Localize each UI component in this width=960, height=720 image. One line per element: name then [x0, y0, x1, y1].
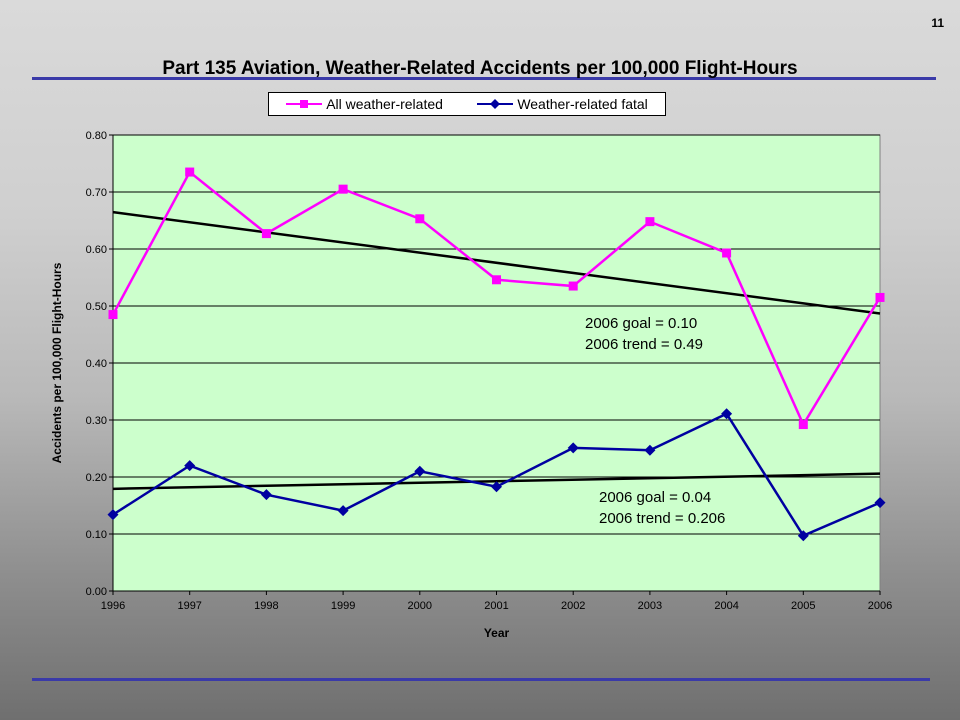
x-tick-label: 2002 — [561, 600, 585, 612]
y-tick-label: 0.50 — [86, 301, 107, 313]
data-point — [492, 275, 501, 285]
data-point — [875, 292, 885, 302]
x-tick-label: 1997 — [177, 600, 201, 612]
annotation-0: 2006 goal = 0.10 2006 trend = 0.49 — [585, 315, 703, 353]
chart-title: Part 135 Aviation, Weather-Related Accid… — [162, 58, 798, 79]
legend-item-all: All weather-related — [286, 96, 443, 112]
data-point — [645, 217, 655, 227]
x-tick-label: 2006 — [868, 600, 892, 612]
x-tick-label: 2004 — [714, 600, 738, 612]
legend-swatch-all — [286, 100, 323, 108]
x-axis-title: Year — [484, 626, 510, 640]
trendline-0 — [112, 210, 881, 315]
y-tick-label: 0.60 — [86, 244, 107, 256]
data-point — [491, 481, 502, 493]
x-tick-label: 2005 — [791, 600, 815, 612]
data-point — [721, 408, 733, 420]
y-tick-label: 0.70 — [86, 187, 107, 199]
y-tick-label: 0.10 — [86, 529, 107, 541]
chart-legend: All weather-related Weather-related fata… — [268, 92, 666, 116]
annotation-line: 2006 trend = 0.206 — [599, 510, 725, 527]
annotation-1: 2006 goal = 0.04 2006 trend = 0.206 — [599, 489, 725, 527]
y-axis-title: Accidents per 100,000 Flight-Hours — [50, 262, 64, 463]
x-tick-label: 1999 — [331, 600, 355, 612]
data-point — [184, 460, 196, 472]
y-tick-label: 0.30 — [86, 415, 107, 427]
y-tick-label: 0.20 — [86, 472, 107, 484]
data-point — [567, 442, 579, 454]
x-tick-label: 2000 — [408, 600, 432, 612]
annotation-line: 2006 goal = 0.04 — [599, 489, 711, 506]
data-point — [261, 229, 271, 239]
y-tick-label: 0.40 — [86, 358, 107, 370]
annotation-line: 2006 goal = 0.10 — [585, 315, 697, 332]
x-tick-label: 1998 — [254, 600, 278, 612]
legend-label-fatal: Weather-related fatal — [517, 96, 648, 112]
data-point — [108, 310, 118, 320]
data-point — [644, 444, 656, 456]
x-tick-label: 2001 — [484, 600, 508, 612]
slide-number: 11 — [931, 16, 944, 30]
data-point — [338, 184, 348, 194]
data-point — [260, 489, 272, 501]
data-point — [415, 214, 425, 224]
bottom-divider — [32, 678, 930, 681]
data-point — [568, 281, 578, 291]
data-point — [337, 505, 349, 517]
data-point — [414, 465, 426, 477]
x-tick-label: 2003 — [638, 600, 662, 612]
annotation-line: 2006 trend = 0.49 — [585, 336, 703, 353]
y-tick-label: 0.00 — [86, 586, 107, 598]
legend-swatch-fatal — [477, 99, 514, 109]
data-point — [798, 420, 808, 430]
data-point — [797, 530, 809, 542]
legend-item-fatal: Weather-related fatal — [477, 96, 648, 112]
legend-label-all: All weather-related — [326, 96, 443, 112]
top-divider — [32, 77, 936, 80]
y-tick-label: 0.80 — [86, 130, 107, 142]
data-point — [107, 509, 119, 521]
data-point — [874, 497, 886, 509]
data-point — [185, 167, 195, 177]
x-tick-label: 1996 — [101, 600, 125, 612]
data-point — [722, 248, 732, 258]
